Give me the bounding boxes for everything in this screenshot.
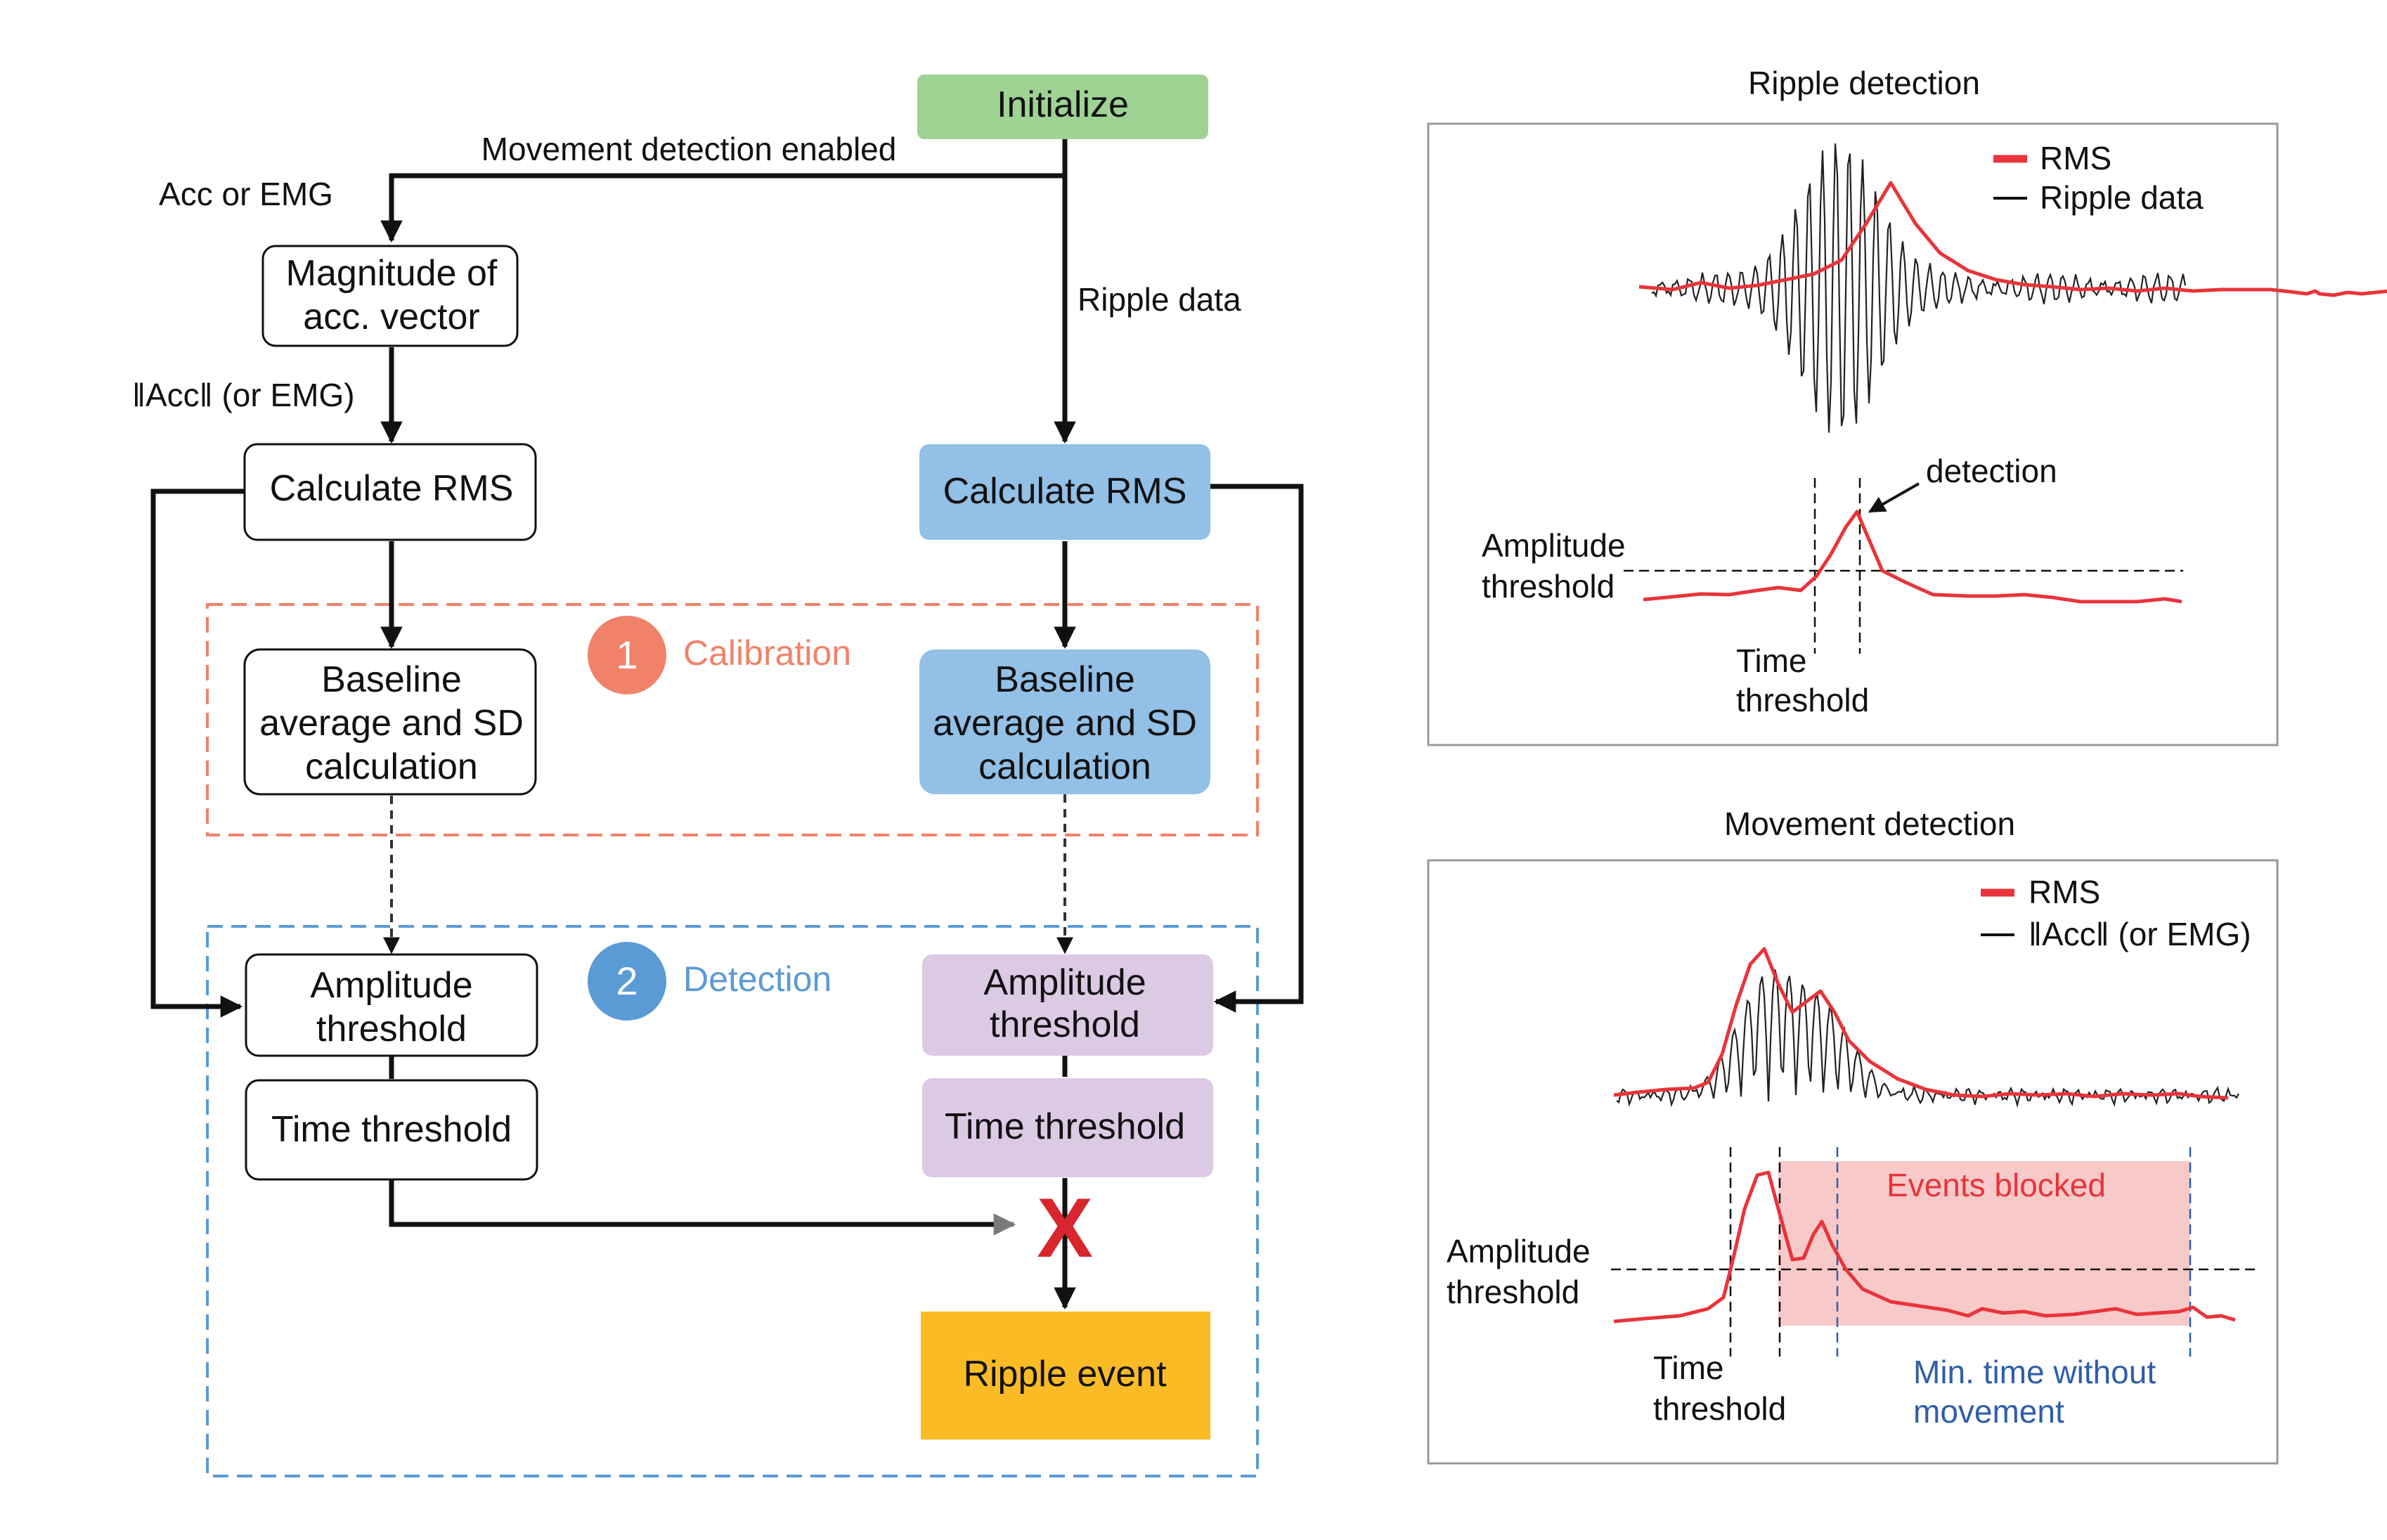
ripple-panel-title: Ripple detection <box>1748 65 1980 101</box>
right-baseline-line2: average and SD <box>933 703 1197 744</box>
events-blocked-region <box>1778 1161 2190 1326</box>
left-amp-node <box>245 953 538 1057</box>
initialize-label: Initialize <box>997 84 1129 125</box>
ripple-data-label: Ripple data <box>1078 281 1241 318</box>
right-amp-line2: threshold <box>990 1004 1140 1045</box>
detection-label: Detection <box>683 959 832 999</box>
movement-rms-envelope <box>1613 947 2229 1100</box>
calibration-label: Calibration <box>683 633 851 673</box>
connector-movement-block <box>389 1179 1012 1227</box>
left-baseline-node <box>243 648 537 796</box>
acc-emg-label: Acc or EMG <box>159 176 333 212</box>
left-baseline-line3: calculation <box>305 746 478 787</box>
magnitude-line1: Magnitude of <box>286 253 498 294</box>
movement-legend-data: ǁAccǁ (or EMG) <box>2029 916 2251 952</box>
movement-amp-line1: Amplitude <box>1447 1233 1591 1269</box>
accnorm-label: ǁAccǁ (or EMG) <box>132 377 355 413</box>
ripple-event-node <box>921 1312 1210 1439</box>
left-baseline-line2: average and SD <box>259 703 524 744</box>
detection-frame <box>206 925 1259 1477</box>
right-amp-node <box>922 955 1213 1056</box>
magnitude-node <box>261 245 519 347</box>
connector-right-rms-to-amp <box>1209 484 1304 1013</box>
movement-legend-rms: RMS <box>2029 874 2100 910</box>
right-amp-line1: Amplitude <box>983 962 1146 1003</box>
right-baseline-node <box>919 649 1210 794</box>
right-time-label: Time threshold <box>945 1106 1185 1147</box>
left-rms-label: Calculate RMS <box>270 468 514 509</box>
ripple-rms-trace <box>1643 510 2182 604</box>
flowchart: Initialize Movement detection enabled Ac… <box>132 75 1304 1477</box>
detection-arrow <box>1868 482 1920 513</box>
calibration-badge <box>588 616 666 694</box>
calibration-number: 1 <box>616 633 638 677</box>
initialize-node <box>917 75 1208 139</box>
movement-min-time-line2: movement <box>1913 1393 2064 1430</box>
movement-time-line2: threshold <box>1653 1390 1786 1427</box>
block-mark: X <box>1037 1181 1093 1275</box>
ripple-time-line2: threshold <box>1736 682 1869 718</box>
calibration-frame <box>206 603 1259 836</box>
movement-panel-title: Movement detection <box>1724 805 2015 842</box>
detection-number: 2 <box>616 959 638 1003</box>
movement-rms-trace <box>1613 1170 2236 1324</box>
movement-enabled-label: Movement detection enabled <box>481 131 897 167</box>
ripple-time-line1: Time <box>1736 642 1807 679</box>
ripple-raw-trace <box>1651 143 2187 433</box>
left-amp-line1: Amplitude <box>310 965 472 1006</box>
ripple-panel: Ripple detection RMS Ripple data detecti… <box>1427 65 2387 746</box>
right-baseline-line1: Baseline <box>995 659 1134 700</box>
events-blocked-label: Events blocked <box>1887 1167 2106 1203</box>
connector-movement-branch <box>380 173 1065 243</box>
left-amp-line2: threshold <box>316 1009 467 1049</box>
ripple-legend-data: Ripple data <box>2040 179 2204 216</box>
detection-badge <box>588 942 666 1021</box>
ripple-rms-envelope <box>1638 181 2387 297</box>
movement-panel: Movement detection RMS ǁAccǁ (or EMG) Ev… <box>1427 805 2279 1465</box>
left-rms-node <box>243 443 537 541</box>
left-time-label: Time threshold <box>271 1109 512 1150</box>
ripple-amp-line1: Amplitude <box>1482 527 1626 564</box>
left-baseline-line1: Baseline <box>321 659 461 700</box>
ripple-legend-rms: RMS <box>2040 140 2111 176</box>
right-rms-node <box>919 444 1210 540</box>
right-rms-label: Calculate RMS <box>943 471 1187 512</box>
connector-left-rms-to-amp <box>150 488 245 1018</box>
movement-time-line1: Time <box>1653 1350 1724 1386</box>
movement-min-time-line1: Min. time without <box>1913 1354 2156 1390</box>
left-time-node <box>245 1079 538 1181</box>
ripple-detection-label: detection <box>1926 453 2057 489</box>
ripple-panel-frame <box>1427 122 2279 746</box>
movement-amp-line2: threshold <box>1447 1274 1579 1310</box>
right-baseline-line3: calculation <box>978 746 1151 787</box>
magnitude-line2: acc. vector <box>303 297 479 337</box>
right-time-node <box>922 1078 1213 1177</box>
ripple-amp-line2: threshold <box>1482 568 1615 604</box>
ripple-event-label: Ripple event <box>963 1354 1167 1395</box>
